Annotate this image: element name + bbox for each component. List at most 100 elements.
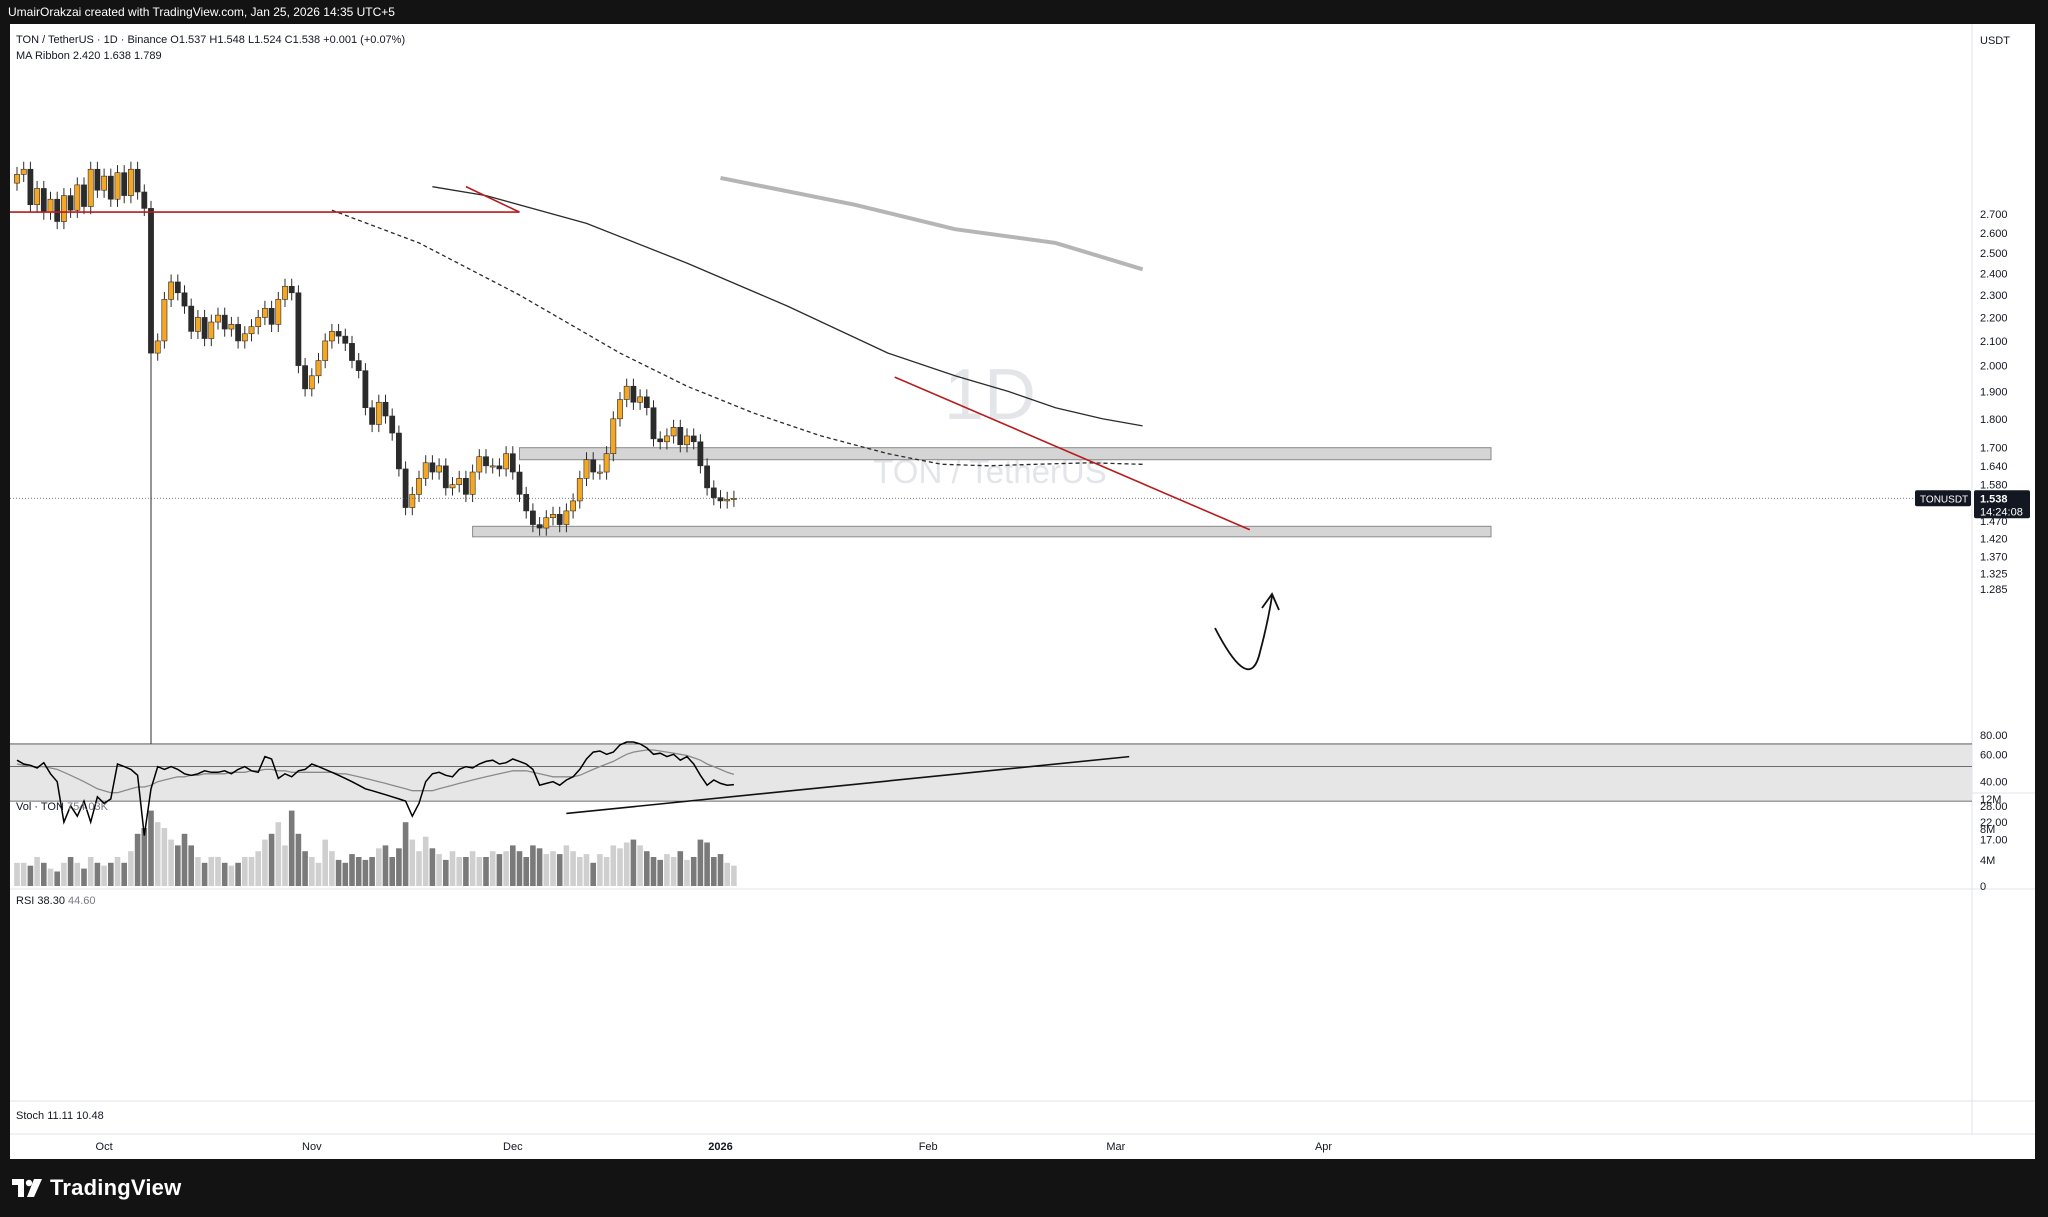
candle[interactable]	[637, 389, 643, 410]
candle[interactable]	[34, 180, 40, 213]
candle[interactable]	[295, 285, 302, 374]
volume-bar[interactable]	[476, 857, 483, 886]
volume-bar[interactable]	[556, 854, 563, 886]
ma-fast-line[interactable]	[432, 186, 1143, 427]
candle[interactable]	[416, 470, 422, 502]
volume-bar[interactable]	[510, 845, 516, 886]
candle[interactable]	[677, 419, 684, 453]
volume-bar[interactable]	[342, 862, 349, 886]
volume-bar[interactable]	[282, 845, 288, 886]
candle[interactable]	[349, 335, 355, 369]
volume-bar[interactable]	[322, 839, 328, 886]
candle[interactable]	[509, 446, 516, 480]
candle[interactable]	[476, 449, 483, 480]
candle[interactable]	[503, 446, 509, 477]
candle[interactable]	[429, 455, 436, 480]
volume-bar[interactable]	[496, 854, 503, 886]
candle[interactable]	[308, 368, 315, 397]
candle[interactable]	[469, 464, 476, 502]
volume-bar[interactable]	[355, 857, 362, 886]
volume-bar[interactable]	[402, 822, 409, 886]
stoch-legend[interactable]: Stoch 11.11 10.48	[16, 1110, 104, 1122]
projection-arrow[interactable]	[1214, 595, 1273, 671]
volume-bar[interactable]	[503, 851, 509, 886]
volume-bar[interactable]	[315, 862, 322, 886]
volume-bar[interactable]	[114, 857, 121, 886]
candle[interactable]	[215, 307, 221, 330]
candle[interactable]	[690, 428, 697, 450]
candle[interactable]	[282, 278, 288, 308]
candle[interactable]	[710, 480, 717, 506]
candle[interactable]	[543, 510, 550, 536]
volume-bar[interactable]	[717, 854, 724, 886]
volume-bar[interactable]	[54, 871, 60, 887]
candle[interactable]	[154, 333, 161, 361]
candle[interactable]	[67, 188, 74, 218]
ma-mid-line[interactable]	[331, 209, 1143, 467]
candle[interactable]	[107, 168, 114, 207]
volume-bar[interactable]	[362, 859, 369, 886]
volume-bar[interactable]	[161, 828, 168, 886]
candle[interactable]	[302, 358, 308, 397]
tradingview-logo[interactable]: TradingView	[12, 1175, 181, 1201]
volume-bar[interactable]	[141, 828, 148, 886]
volume-bar[interactable]	[570, 851, 576, 886]
volume-bar[interactable]	[134, 833, 141, 886]
candle[interactable]	[650, 400, 657, 447]
volume-bar[interactable]	[677, 851, 684, 886]
candle[interactable]	[128, 161, 134, 204]
candle[interactable]	[617, 392, 623, 427]
volume-bar[interactable]	[128, 851, 134, 886]
volume-bar[interactable]	[235, 862, 241, 886]
candle[interactable]	[663, 428, 670, 450]
rsi-legend[interactable]: RSI 38.30 44.60	[16, 895, 96, 907]
candle[interactable]	[389, 408, 396, 441]
chart-frame[interactable]: 1D TON / TetherUS USDT 2.700 2.600 2.500 2.40…	[10, 24, 2035, 1159]
volume-bar[interactable]	[382, 845, 389, 886]
volume-bar[interactable]	[175, 845, 181, 886]
candle[interactable]	[168, 274, 174, 308]
volume-bar[interactable]	[664, 854, 670, 886]
volume-bar[interactable]	[94, 862, 101, 886]
candle[interactable]	[442, 458, 449, 496]
candle[interactable]	[623, 378, 630, 408]
zone-2[interactable]	[472, 525, 1492, 538]
volume-bar[interactable]	[550, 851, 556, 886]
candle[interactable]	[27, 161, 34, 213]
candle[interactable]	[570, 493, 576, 519]
volume-bar[interactable]	[684, 859, 690, 886]
candle[interactable]	[121, 165, 128, 204]
candle[interactable]	[87, 161, 94, 215]
volume-bar[interactable]	[536, 848, 543, 886]
volume-bar[interactable]	[188, 845, 194, 886]
candle[interactable]	[449, 477, 456, 496]
zone-1[interactable]	[519, 447, 1492, 461]
candle[interactable]	[516, 464, 523, 502]
volume-bar[interactable]	[208, 857, 215, 886]
volume-bar[interactable]	[335, 859, 342, 886]
candle[interactable]	[248, 319, 255, 342]
candle[interactable]	[288, 278, 295, 301]
symbol-legend[interactable]: TON / TetherUS · 1D · Binance O1.537 H1.…	[16, 34, 405, 46]
candle[interactable]	[523, 486, 530, 519]
volume-bar[interactable]	[20, 862, 27, 886]
volume-bar[interactable]	[275, 822, 282, 886]
candle[interactable]	[395, 425, 402, 477]
rsi-trendline[interactable]	[566, 755, 1130, 815]
volume-bar[interactable]	[603, 857, 610, 886]
volume-bar[interactable]	[577, 857, 583, 886]
candle[interactable]	[583, 452, 590, 486]
volume-bar[interactable]	[148, 810, 154, 886]
volume-bar[interactable]	[443, 859, 449, 886]
volume-bar[interactable]	[489, 851, 496, 886]
volume-bar[interactable]	[623, 842, 630, 887]
volume-bar[interactable]	[483, 857, 489, 886]
volume-bar[interactable]	[34, 857, 40, 886]
volume-bar[interactable]	[376, 848, 382, 886]
candle[interactable]	[188, 298, 195, 340]
candle[interactable]	[275, 291, 282, 333]
volume-bar[interactable]	[181, 833, 188, 886]
volume-bar[interactable]	[309, 857, 315, 886]
volume-bar[interactable]	[630, 839, 637, 886]
candle[interactable]	[670, 419, 677, 444]
